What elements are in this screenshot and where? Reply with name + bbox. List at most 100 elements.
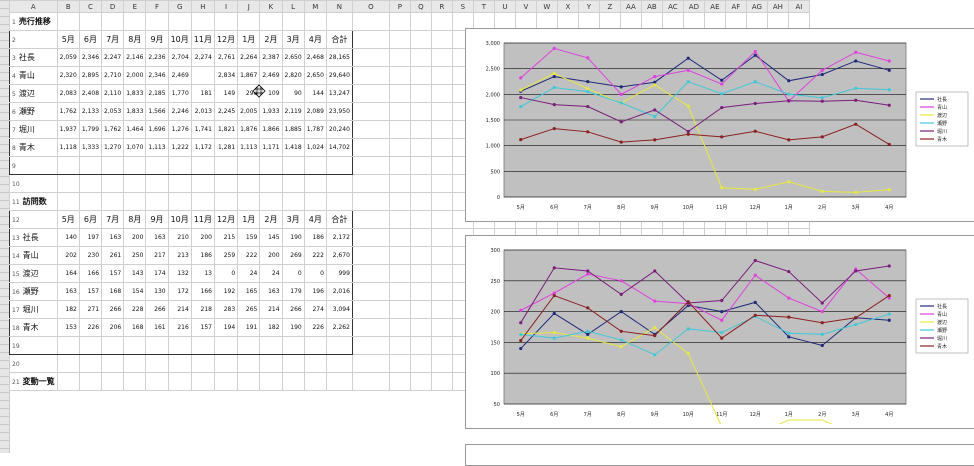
cell[interactable] — [409, 264, 432, 283]
value-cell[interactable]: 2,172 — [325, 228, 353, 247]
value-cell[interactable]: 202 — [56, 246, 80, 265]
cell[interactable] — [430, 30, 453, 49]
cell[interactable] — [123, 156, 147, 175]
column-header-s[interactable]: S — [451, 0, 474, 13]
cell[interactable] — [259, 174, 283, 193]
column-header-t[interactable]: T — [472, 0, 495, 13]
cell[interactable]: 10 — [9, 174, 58, 193]
cell[interactable] — [325, 336, 353, 355]
value-cell[interactable]: 130 — [145, 282, 169, 301]
month-header[interactable]: 2月 — [259, 210, 283, 229]
value-cell[interactable] — [190, 66, 215, 85]
cell[interactable] — [409, 336, 432, 355]
cell[interactable] — [145, 354, 169, 373]
cell[interactable]: 8 青木 — [9, 138, 58, 157]
value-cell[interactable]: 2,650 — [303, 66, 327, 85]
value-cell[interactable]: 1,770 — [167, 84, 192, 103]
value-cell[interactable]: 28,165 — [325, 48, 353, 67]
cell[interactable] — [430, 300, 453, 319]
cell[interactable] — [388, 12, 411, 31]
cell[interactable] — [430, 246, 453, 265]
value-cell[interactable]: 181 — [190, 84, 215, 103]
value-cell[interactable]: 2,005 — [237, 102, 261, 121]
cell[interactable] — [123, 192, 147, 211]
cell[interactable] — [351, 12, 390, 31]
value-cell[interactable]: 2,089 — [303, 102, 327, 121]
value-cell[interactable]: 259 — [213, 246, 239, 265]
cell[interactable] — [409, 228, 432, 247]
cell[interactable] — [101, 12, 125, 31]
value-cell[interactable]: 261 — [101, 246, 125, 265]
value-cell[interactable]: 1,270 — [101, 138, 125, 157]
cell[interactable] — [259, 156, 283, 175]
cell[interactable] — [78, 354, 103, 373]
cell[interactable] — [259, 336, 283, 355]
value-cell[interactable]: 0 — [303, 264, 327, 283]
cell[interactable]: 16 瀬野 — [9, 282, 58, 301]
cell[interactable] — [259, 354, 283, 373]
cell[interactable] — [101, 156, 125, 175]
cell[interactable] — [78, 156, 103, 175]
column-header-j[interactable]: J — [237, 0, 261, 13]
value-cell[interactable]: 1,885 — [281, 120, 305, 139]
value-cell[interactable]: 215 — [213, 228, 239, 247]
cell[interactable] — [409, 300, 432, 319]
cell[interactable] — [303, 12, 327, 31]
cell[interactable] — [409, 192, 432, 211]
cell[interactable] — [303, 156, 327, 175]
value-cell[interactable]: 24 — [259, 264, 283, 283]
value-cell[interactable]: 999 — [325, 264, 353, 283]
value-cell[interactable]: 2,468 — [303, 48, 327, 67]
value-cell[interactable]: 2,013 — [190, 102, 215, 121]
value-cell[interactable]: 217 — [145, 246, 169, 265]
value-cell[interactable]: 166 — [78, 264, 103, 283]
column-header-f[interactable]: F — [145, 0, 169, 13]
cell[interactable] — [409, 66, 432, 85]
cell[interactable] — [351, 282, 390, 301]
value-cell[interactable]: 206 — [101, 318, 125, 337]
cell[interactable] — [167, 336, 192, 355]
value-cell[interactable]: 157 — [101, 264, 125, 283]
cell[interactable] — [56, 372, 80, 391]
cell[interactable] — [388, 228, 411, 247]
cell[interactable] — [430, 66, 453, 85]
column-header-r[interactable]: R — [430, 0, 453, 13]
value-cell[interactable]: 2,408 — [78, 84, 103, 103]
value-cell[interactable]: 186 — [190, 246, 215, 265]
month-header[interactable]: 5月 — [56, 30, 80, 49]
cell[interactable] — [430, 192, 453, 211]
value-cell[interactable]: 172 — [167, 282, 192, 301]
cell[interactable] — [388, 138, 411, 157]
value-cell[interactable]: 149 — [213, 84, 239, 103]
month-header[interactable]: 5月 — [56, 210, 80, 229]
cell[interactable] — [351, 174, 390, 193]
column-header-c[interactable]: C — [78, 0, 103, 13]
cell[interactable] — [190, 156, 215, 175]
month-header[interactable]: 7月 — [101, 30, 125, 49]
cell[interactable] — [388, 102, 411, 121]
value-cell[interactable]: 2,247 — [101, 48, 125, 67]
month-header[interactable]: 3月 — [281, 30, 305, 49]
cell[interactable]: 5 渡辺 — [9, 84, 58, 103]
cell[interactable] — [409, 12, 432, 31]
cell[interactable] — [351, 264, 390, 283]
month-header[interactable]: 10月 — [167, 210, 192, 229]
column-header-ah[interactable]: AH — [766, 0, 789, 13]
value-cell[interactable]: 163 — [101, 228, 125, 247]
cell[interactable] — [123, 336, 147, 355]
cell[interactable] — [430, 264, 453, 283]
cell[interactable] — [259, 372, 283, 391]
cell[interactable] — [303, 174, 327, 193]
value-cell[interactable]: 230 — [78, 246, 103, 265]
column-header-d[interactable]: D — [101, 0, 125, 13]
cell[interactable] — [303, 336, 327, 355]
value-cell[interactable]: 1,866 — [259, 120, 283, 139]
value-cell[interactable]: 200 — [190, 228, 215, 247]
cell[interactable] — [409, 138, 432, 157]
value-cell[interactable]: 2,110 — [101, 84, 125, 103]
cell[interactable] — [213, 192, 239, 211]
value-cell[interactable]: 1,281 — [213, 138, 239, 157]
cell[interactable] — [190, 174, 215, 193]
cell[interactable]: 3 社長 — [9, 48, 58, 67]
cell[interactable] — [281, 156, 305, 175]
